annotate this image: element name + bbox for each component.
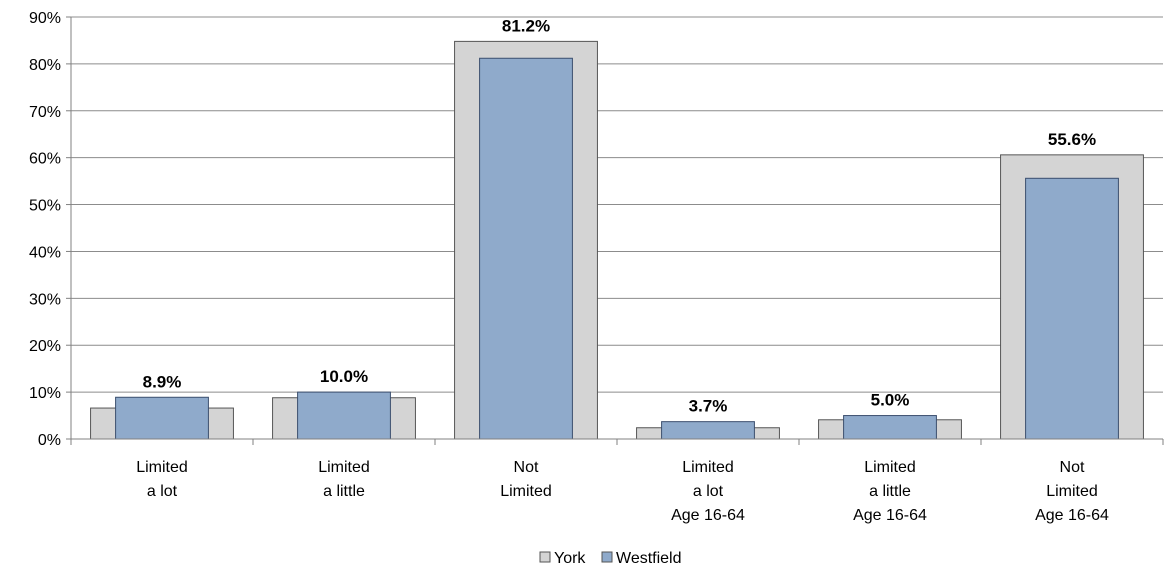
data-label-westfield: 10.0%	[320, 367, 368, 386]
bar-westfield	[661, 421, 755, 440]
y-tick-label: 0%	[38, 432, 61, 449]
legend-swatch-york	[539, 551, 551, 563]
bar-westfield	[115, 396, 209, 440]
bar-westfield	[843, 415, 937, 440]
data-label-westfield: 8.9%	[143, 372, 182, 391]
gridlines	[71, 16, 1163, 393]
bar-westfield	[479, 57, 573, 440]
y-tick-label: 80%	[29, 57, 61, 74]
x-tick-label: Limited a lot	[136, 459, 188, 500]
legend-label-york: York	[554, 550, 586, 567]
data-label-westfield: 55.6%	[1048, 130, 1096, 149]
legend: York Westfield	[539, 550, 682, 567]
x-tick-label: Not Limited Age 16-64	[1035, 459, 1109, 524]
data-label-westfield: 3.7%	[689, 397, 728, 416]
y-tick-label: 10%	[29, 385, 61, 402]
x-tick-label: Limited a little Age 16-64	[853, 459, 927, 524]
legend-swatch-westfield	[601, 551, 613, 563]
bar-westfield	[1025, 177, 1119, 440]
x-tick-label: Limited a little	[318, 459, 370, 500]
data-label-westfield: 81.2%	[502, 16, 550, 35]
data-label-westfield: 5.0%	[871, 391, 910, 410]
y-tick-label: 20%	[29, 338, 61, 355]
y-axis: 0% 10% 20% 30% 40% 50% 60% 70% 80% 90%	[29, 10, 72, 449]
y-tick-label: 60%	[29, 151, 61, 168]
x-tick-label: Limited a lot Age 16-64	[671, 459, 745, 524]
y-tick-label: 70%	[29, 104, 61, 121]
bars: 8.9% 10.0% 81.2% 3.7% 5.0% 55.6%	[90, 16, 1144, 440]
y-tick-label: 90%	[29, 10, 61, 27]
legend-label-westfield: Westfield	[616, 550, 682, 567]
y-tick-label: 30%	[29, 291, 61, 308]
x-axis: Limited a lot Limited a little Not Limited Lim…	[70, 438, 1164, 524]
x-tick-label: Not Limited	[500, 459, 552, 500]
y-tick-label: 50%	[29, 198, 61, 215]
bar-westfield	[297, 391, 391, 440]
y-tick-label: 40%	[29, 244, 61, 261]
